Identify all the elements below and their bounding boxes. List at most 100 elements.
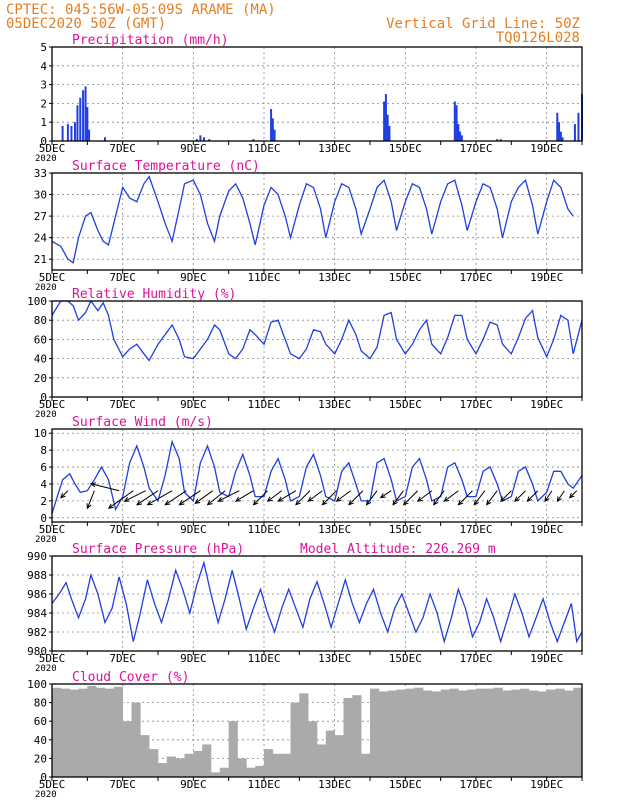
- series-line: [51, 175, 574, 264]
- cloud-bar: [511, 689, 521, 777]
- y-tick-label: 0: [40, 771, 47, 784]
- wind-arrow: [207, 490, 226, 506]
- precip-bar: [388, 125, 391, 141]
- cloud-bar: [175, 758, 185, 777]
- wind-arrow: [267, 490, 282, 502]
- precip-bar: [70, 125, 73, 141]
- cloud-bar: [520, 688, 530, 777]
- cloud-bar: [281, 753, 291, 777]
- wind-arrow-head: [90, 482, 97, 488]
- wind-arrow: [366, 490, 378, 506]
- x-tick-label: 7DEC: [109, 652, 136, 665]
- cloud-bar: [264, 749, 274, 777]
- y-tick-label: 986: [27, 588, 47, 601]
- x-tick-label: 7DEC: [109, 523, 136, 536]
- precip-bar: [61, 125, 64, 141]
- x-tick-label: 11DEC: [247, 652, 280, 665]
- x-tick-label: 13DEC: [318, 142, 351, 155]
- cloud-bar: [211, 772, 221, 777]
- wind-arrow: [86, 490, 95, 509]
- header-code: TQ0126L028: [496, 30, 580, 46]
- x-tick-label: 17DEC: [459, 271, 492, 284]
- cloud-bar: [458, 690, 468, 777]
- precip-bar: [384, 94, 387, 141]
- wind-arrow-head: [164, 500, 171, 506]
- x-tick-label: 15DEC: [389, 778, 422, 791]
- wind-arrow: [295, 490, 311, 506]
- x-year-label: 2020: [35, 154, 57, 164]
- wind-arrow-head: [86, 503, 92, 510]
- cloud-bar: [396, 689, 406, 777]
- x-tick-label: 5DEC: [39, 271, 66, 284]
- y-tick-label: 5: [40, 41, 47, 54]
- y-tick-label: 100: [27, 678, 47, 691]
- y-tick-label: 80: [34, 314, 47, 327]
- wind-arrow: [322, 490, 337, 506]
- precip-bar: [573, 124, 576, 141]
- header-run-time: 05DEC2020 50Z (GMT): [6, 16, 166, 32]
- wind-arrow-head: [416, 496, 423, 502]
- precip-bar: [556, 112, 559, 141]
- x-tick-label: 13DEC: [318, 271, 351, 284]
- precip-bar: [79, 97, 82, 141]
- x-year-label: 2020: [35, 283, 57, 293]
- y-tick-label: 0: [40, 135, 47, 148]
- cloud-bar: [308, 721, 318, 777]
- wind-arrow-head: [194, 498, 201, 504]
- y-tick-label: 2: [40, 97, 47, 110]
- cloud-bar: [440, 689, 450, 777]
- y-tick-label: 0: [40, 391, 47, 404]
- y-tick-label: 0: [40, 512, 47, 525]
- x-year-label: 2020: [35, 790, 57, 800]
- precip-bar: [558, 122, 561, 141]
- x-tick-label: 17DEC: [459, 523, 492, 536]
- x-tick-label: 19DEC: [530, 778, 563, 791]
- cloud-bar: [96, 687, 106, 777]
- cloud-bar: [184, 753, 194, 777]
- wind-arrow-head: [457, 499, 464, 506]
- wind-arrow-head: [146, 500, 153, 506]
- cloud-bar: [370, 688, 380, 777]
- x-tick-label: 9DEC: [180, 652, 207, 665]
- wind-arrow-head: [335, 496, 342, 502]
- precip-bar: [76, 105, 79, 141]
- precip-bar: [199, 135, 202, 141]
- cloud-bar: [414, 687, 424, 777]
- header-grid-note: Vertical Grid Line: 50Z: [386, 16, 580, 32]
- x-tick-label: 5DEC: [39, 523, 66, 536]
- cloud-bar: [299, 693, 309, 777]
- precip-bar: [577, 112, 580, 141]
- y-tick-label: 988: [27, 569, 47, 582]
- precip-bar: [104, 137, 106, 141]
- cloud-bar: [219, 767, 229, 777]
- y-tick-label: 982: [27, 626, 47, 639]
- x-tick-label: 19DEC: [530, 271, 563, 284]
- x-tick-label: 5DEC: [39, 778, 66, 791]
- series-line: [51, 439, 583, 514]
- cloud-bar: [361, 753, 371, 777]
- y-tick-label: 8: [40, 444, 47, 457]
- y-tick-label: 980: [27, 645, 47, 658]
- precip-bar: [88, 129, 91, 141]
- precip-bar: [561, 137, 564, 141]
- precip-bar: [271, 118, 274, 141]
- panel-1: 0 1 2 3 4 5 5DEC 7DEC 9DEC 11DEC 13DEC 15DEC 17DEC 19…: [35, 33, 583, 164]
- wind-arrow-head: [556, 496, 562, 503]
- x-year-label: 2020: [35, 535, 57, 545]
- precip-bar: [195, 139, 198, 141]
- wind-arrow-head: [402, 499, 409, 506]
- wind-arrow-head: [234, 496, 241, 502]
- wind-arrow-head: [443, 496, 450, 502]
- x-tick-label: 5DEC: [39, 652, 66, 665]
- wind-arrow: [218, 490, 240, 502]
- wind-arrow: [556, 490, 565, 502]
- x-tick-label: 9DEC: [180, 778, 207, 791]
- precip-bar: [457, 124, 460, 141]
- wind-arrow: [336, 490, 351, 502]
- wind-arrow: [403, 490, 419, 506]
- cloud-bar: [113, 686, 123, 777]
- panel-title: Precipitation (mm/h): [72, 33, 229, 48]
- y-tick-label: 990: [27, 550, 47, 563]
- x-tick-label: 5DEC: [39, 398, 66, 411]
